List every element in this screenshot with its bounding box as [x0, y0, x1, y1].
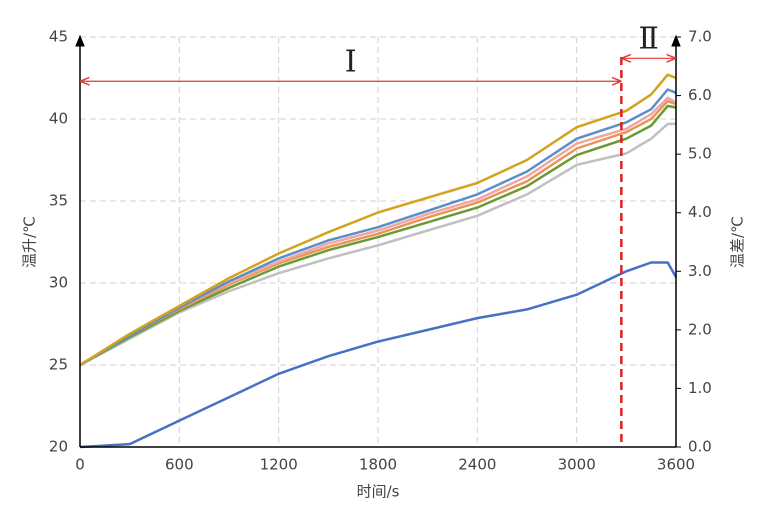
x-tick-label: 2400 [458, 456, 496, 474]
y2-tick-label: 7.0 [688, 28, 712, 46]
x-axis-title: 时间/s [357, 483, 400, 501]
y2-tick-label: 5.0 [688, 145, 712, 163]
x-tick-label: 1800 [359, 456, 397, 474]
x-tick-label: 600 [165, 456, 194, 474]
series-line [79, 88, 677, 367]
y2-tick-label: 0.0 [688, 438, 712, 456]
x-tick-label: 0 [75, 456, 85, 474]
series-line [79, 261, 678, 449]
series-line [79, 104, 677, 367]
y-tick-label: 40 [49, 110, 68, 128]
y-tick-label: 25 [49, 356, 68, 374]
y2-axis-title: 温差/℃ [729, 216, 747, 268]
annotation-label: Ⅱ [638, 21, 658, 56]
y2-tick-label: 6.0 [688, 86, 712, 104]
series-line [79, 99, 677, 367]
y-tick-label: 35 [49, 192, 68, 210]
annotations: ⅠⅡ [80, 21, 676, 447]
y2-tick-label: 1.0 [688, 379, 712, 397]
x-tick-label: 3600 [657, 456, 695, 474]
y-tick-label: 45 [49, 28, 68, 46]
y2-tick-label: 4.0 [688, 203, 712, 221]
lines [79, 73, 678, 449]
series-line [79, 122, 676, 367]
y-axis-title: 温升/℃ [21, 216, 39, 268]
x-tick-label: 3000 [558, 456, 596, 474]
annotation-label: Ⅰ [345, 44, 357, 79]
series-line [79, 73, 677, 367]
y2-tick-label: 3.0 [688, 262, 712, 280]
y-tick-label: 30 [49, 274, 68, 292]
y-tick-label: 20 [49, 438, 68, 456]
x-tick-label: 1200 [260, 456, 298, 474]
y2-tick-label: 2.0 [688, 320, 712, 338]
grid [79, 36, 677, 448]
